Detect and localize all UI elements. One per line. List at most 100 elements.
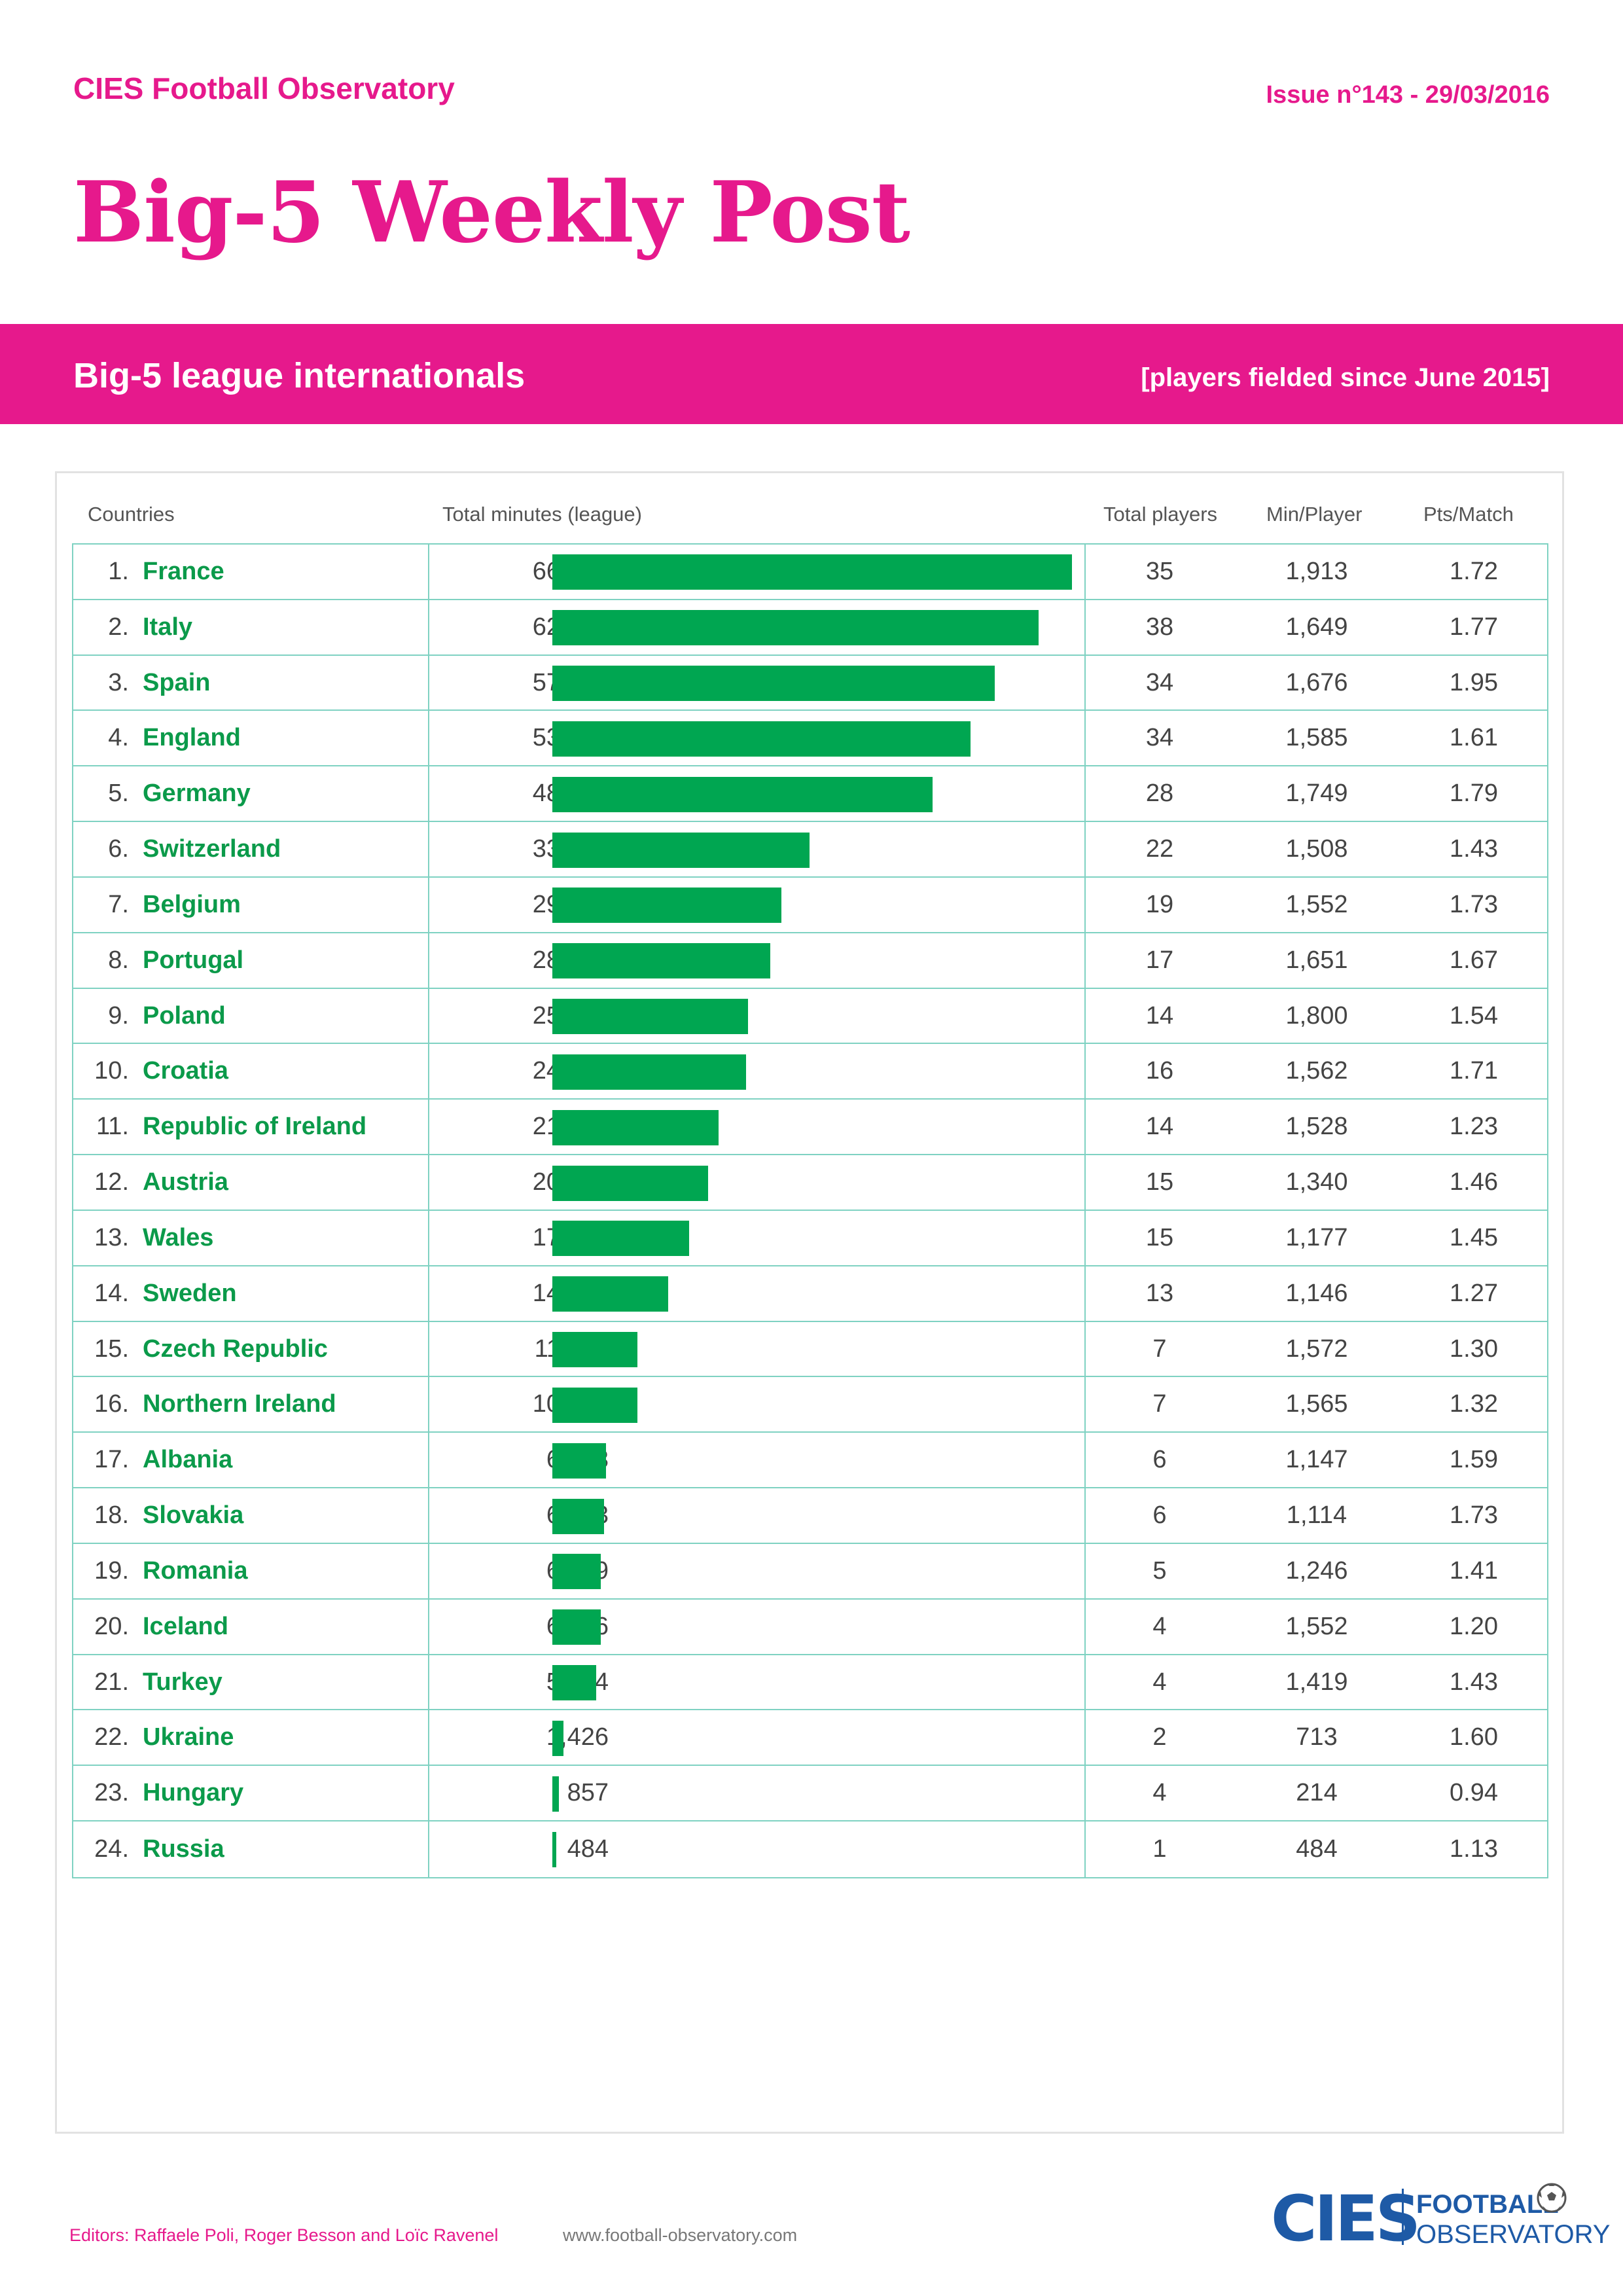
minutes-bar (552, 554, 1072, 590)
column-header-players: Total players (1103, 503, 1218, 526)
points-per-match-value: 1.71 (1450, 1057, 1498, 1085)
total-players-value: 4 (1152, 1668, 1167, 1696)
minutes-bar (552, 1165, 709, 1201)
logo-divider (1402, 2189, 1404, 2245)
minutes-bar (552, 1720, 563, 1756)
logo-observatory-text: OBSERVATORY (1416, 2220, 1611, 2249)
website-link[interactable]: www.football-observatory.com (563, 2225, 798, 2245)
minutes-per-player-value: 1,147 (1285, 1446, 1348, 1474)
total-minutes-label: 1,426 (546, 1723, 609, 1751)
total-players-value: 7 (1152, 1390, 1167, 1418)
minutes-per-player-value: 1,649 (1285, 613, 1348, 641)
country-name: Italy (143, 613, 193, 641)
minutes-bar (552, 666, 995, 702)
column-header-minutes: Total minutes (league) (442, 503, 642, 526)
minutes-bar (552, 1054, 747, 1090)
rank-number: 23. (94, 1779, 129, 1807)
points-per-match-value: 1.46 (1450, 1168, 1498, 1196)
total-players-value: 15 (1145, 1223, 1174, 1251)
minutes-per-player-value: 1,749 (1285, 780, 1348, 808)
minutes-bar (552, 1554, 601, 1590)
points-per-match-value: 1.72 (1450, 557, 1498, 585)
total-players-value: 35 (1145, 557, 1174, 585)
points-per-match-value: 1.43 (1450, 835, 1498, 863)
total-players-value: 22 (1145, 835, 1174, 863)
minutes-bar (552, 1276, 668, 1312)
logo-football-text: FOOTBALL (1416, 2190, 1559, 2219)
country-name: Slovakia (143, 1501, 244, 1530)
rank-number: 14. (94, 1279, 129, 1307)
rank-number: 11. (96, 1113, 129, 1141)
table-row: 24. Russia 484 1 484 1.13 (73, 1821, 1547, 1877)
country-name: Russia (143, 1835, 224, 1863)
total-players-value: 5 (1152, 1556, 1167, 1585)
total-players-value: 38 (1145, 613, 1174, 641)
minutes-per-player-value: 214 (1296, 1779, 1338, 1807)
minutes-bar (552, 888, 781, 924)
rank-number: 8. (108, 946, 129, 974)
minutes-per-player-value: 1,676 (1285, 668, 1348, 696)
minutes-per-player-value: 1,246 (1285, 1556, 1348, 1585)
table-row: 22. Ukraine 1,426 2 713 1.60 (73, 1711, 1547, 1767)
country-name: Ukraine (143, 1723, 234, 1751)
rank-number: 19. (94, 1556, 129, 1585)
total-players-value: 17 (1145, 946, 1174, 974)
logo-cies-text: CIES (1271, 2182, 1421, 2255)
page-title: Big-5 Weekly Post (73, 164, 910, 262)
rank-number: 16. (94, 1390, 129, 1418)
rank-number: 24. (94, 1835, 129, 1863)
total-players-value: 28 (1145, 780, 1174, 808)
minutes-per-player-value: 1,419 (1285, 1668, 1348, 1696)
total-players-value: 1 (1152, 1835, 1167, 1863)
column-header-min-player: Min/Player (1266, 503, 1363, 526)
total-players-value: 15 (1145, 1168, 1174, 1196)
total-players-value: 4 (1152, 1779, 1167, 1807)
minutes-per-player-value: 484 (1296, 1835, 1338, 1863)
minutes-bar (552, 1609, 601, 1645)
column-header-countries: Countries (88, 503, 175, 526)
rank-number: 22. (94, 1723, 129, 1751)
total-minutes-label: 484 (567, 1835, 609, 1863)
organization-name: CIES Football Observatory (73, 71, 455, 105)
country-name: Sweden (143, 1279, 237, 1307)
minutes-per-player-value: 1,565 (1285, 1390, 1348, 1418)
column-divider (1084, 545, 1086, 1877)
points-per-match-value: 1.41 (1450, 1556, 1498, 1585)
editors-credit: Editors: Raffaele Poli, Roger Besson and… (69, 2225, 499, 2245)
country-name: Romania (143, 1556, 248, 1585)
country-name: Austria (143, 1168, 228, 1196)
points-per-match-value: 1.60 (1450, 1723, 1498, 1751)
country-name: Northern Ireland (143, 1390, 336, 1418)
country-name: Iceland (143, 1612, 228, 1640)
minutes-bar (552, 999, 748, 1035)
points-per-match-value: 1.43 (1450, 1668, 1498, 1696)
total-players-value: 6 (1152, 1501, 1167, 1530)
points-per-match-value: 1.23 (1450, 1113, 1498, 1141)
rank-number: 1. (108, 557, 129, 585)
total-players-value: 34 (1145, 668, 1174, 696)
column-divider (428, 545, 429, 1877)
column-header-pts-match: Pts/Match (1423, 503, 1514, 526)
section-title: Big-5 league internationals (73, 356, 526, 395)
points-per-match-value: 1.95 (1450, 668, 1498, 696)
minutes-per-player-value: 1,572 (1285, 1335, 1348, 1363)
total-players-value: 19 (1145, 890, 1174, 918)
points-per-match-value: 1.27 (1450, 1279, 1498, 1307)
minutes-per-player-value: 1,340 (1285, 1168, 1348, 1196)
total-players-value: 16 (1145, 1057, 1174, 1085)
total-players-value: 14 (1145, 1001, 1174, 1030)
points-per-match-value: 0.94 (1450, 1779, 1498, 1807)
total-players-value: 14 (1145, 1113, 1174, 1141)
